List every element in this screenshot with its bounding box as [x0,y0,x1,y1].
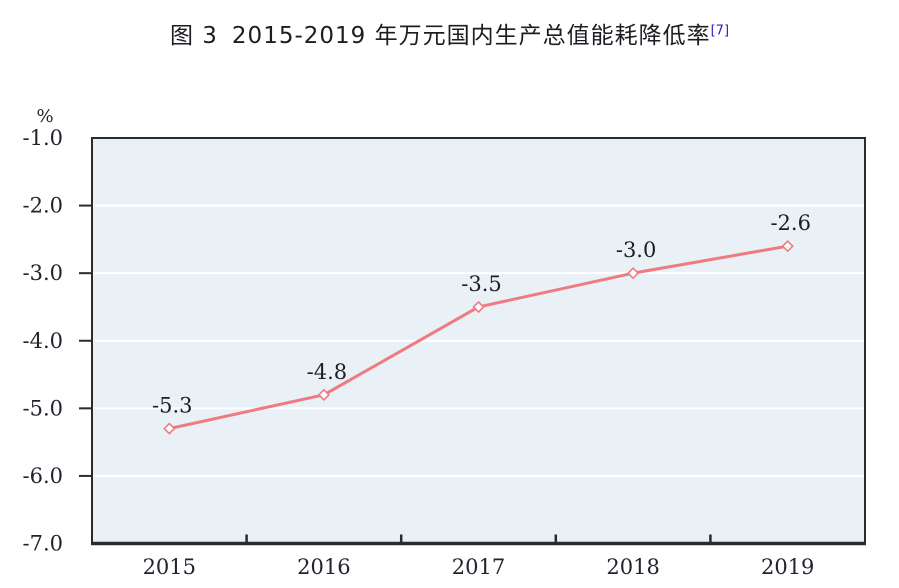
chart-title: 图 3 2015-2019 年万元国内生产总值能耗降低率[7] [0,16,899,50]
y-tick-label: -6.0 [23,464,64,488]
data-point-label: -5.3 [152,394,193,418]
data-point-marker[interactable] [626,267,640,280]
data-point-label: -3.5 [461,272,502,296]
y-axis-unit-label: % [36,106,53,127]
data-point-marker[interactable] [163,422,176,435]
data-point-label: -3.0 [616,238,657,262]
data-point-marker[interactable] [472,300,485,314]
y-tick-label: -7.0 [23,532,64,556]
data-point-marker[interactable] [781,240,794,253]
x-tick-label: 2017 [452,555,505,579]
x-tick-label: 2018 [606,555,659,579]
chart-title-text: 2015-2019 年万元国内生产总值能耗降低率 [231,23,711,49]
y-tick-label: -1.0 [23,126,64,150]
y-tick-label: -5.0 [23,396,64,420]
data-point-label: -2.6 [770,211,811,235]
y-tick-label: -4.0 [23,329,64,353]
x-tick-label: 2015 [143,555,196,579]
data-point-marker[interactable] [317,388,331,401]
x-tick-label: 2016 [297,555,350,579]
y-tick-label: -2.0 [23,194,64,218]
y-tick-label: -3.0 [23,261,64,285]
figure-number-label: 图 3 [169,23,218,49]
x-tick-label: 2019 [761,555,814,579]
data-point-label: -4.8 [307,360,348,384]
footnote-reference[interactable]: [7] [710,23,730,39]
